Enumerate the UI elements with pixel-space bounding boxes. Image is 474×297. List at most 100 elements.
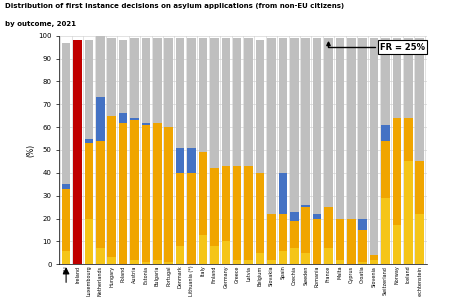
Bar xyxy=(336,38,344,219)
Y-axis label: (%): (%) xyxy=(27,143,36,157)
Bar xyxy=(358,219,367,230)
Bar xyxy=(370,255,378,260)
Bar xyxy=(279,251,287,264)
Bar xyxy=(130,118,139,120)
Bar xyxy=(108,257,116,264)
Bar xyxy=(199,235,207,264)
Bar xyxy=(233,260,241,264)
Bar xyxy=(313,38,321,214)
Bar xyxy=(392,118,401,225)
Text: by outcome, 2021: by outcome, 2021 xyxy=(5,21,76,27)
Bar xyxy=(290,248,299,264)
Bar xyxy=(85,143,93,219)
Bar xyxy=(210,246,219,264)
Bar xyxy=(233,38,241,166)
Bar xyxy=(119,113,128,123)
Bar xyxy=(85,138,93,143)
Bar xyxy=(199,38,207,152)
Bar xyxy=(96,141,105,248)
Bar xyxy=(96,36,105,97)
Bar xyxy=(199,152,207,235)
Bar xyxy=(301,205,310,207)
Bar xyxy=(347,38,356,219)
Bar xyxy=(187,38,196,148)
Bar xyxy=(176,148,184,173)
Bar xyxy=(164,38,173,127)
Bar xyxy=(324,207,333,248)
Bar xyxy=(164,127,173,262)
Bar xyxy=(279,214,287,251)
Bar xyxy=(108,38,116,116)
Bar xyxy=(392,225,401,264)
Bar xyxy=(153,260,162,264)
Bar xyxy=(370,260,378,264)
Bar xyxy=(381,125,390,141)
Bar xyxy=(404,38,413,118)
Bar xyxy=(233,166,241,260)
Bar xyxy=(416,214,424,264)
Bar xyxy=(404,162,413,264)
Bar xyxy=(313,219,321,264)
Bar xyxy=(153,38,162,123)
Bar xyxy=(62,42,70,184)
Bar xyxy=(85,40,93,138)
Bar xyxy=(301,207,310,253)
Bar xyxy=(267,214,276,260)
Bar xyxy=(381,198,390,264)
Bar xyxy=(73,40,82,138)
Bar xyxy=(221,241,230,264)
Bar xyxy=(130,38,139,118)
Bar xyxy=(290,38,299,212)
Bar xyxy=(279,173,287,214)
Bar xyxy=(324,38,333,207)
Bar xyxy=(221,166,230,241)
Bar xyxy=(279,38,287,173)
Bar xyxy=(347,219,356,264)
Bar xyxy=(187,148,196,173)
Bar xyxy=(381,38,390,125)
Bar xyxy=(267,260,276,264)
Bar xyxy=(176,173,184,246)
Bar xyxy=(256,40,264,173)
Bar xyxy=(142,262,150,264)
Bar xyxy=(130,120,139,260)
Bar xyxy=(130,260,139,264)
Bar xyxy=(96,97,105,141)
Bar xyxy=(142,123,150,125)
Bar xyxy=(358,230,367,262)
Bar xyxy=(142,125,150,262)
Bar xyxy=(370,38,378,255)
Bar xyxy=(336,219,344,260)
Bar xyxy=(73,138,82,173)
Bar xyxy=(142,38,150,123)
Text: Distribution of first instance decisions on asylum applications (from non-EU cit: Distribution of first instance decisions… xyxy=(5,3,344,9)
Bar xyxy=(392,38,401,118)
Bar xyxy=(73,173,82,264)
Bar xyxy=(85,219,93,264)
Bar xyxy=(245,166,253,260)
Bar xyxy=(290,221,299,248)
Bar xyxy=(267,38,276,214)
Bar xyxy=(62,251,70,264)
Bar xyxy=(336,260,344,264)
Bar xyxy=(324,248,333,264)
Bar xyxy=(187,173,196,264)
Bar xyxy=(62,189,70,251)
Bar xyxy=(245,260,253,264)
Bar xyxy=(290,212,299,221)
Bar xyxy=(245,38,253,166)
Bar xyxy=(164,262,173,264)
Bar xyxy=(358,38,367,219)
Bar xyxy=(381,141,390,198)
Bar xyxy=(404,118,413,162)
Bar xyxy=(301,38,310,205)
Bar xyxy=(119,40,128,113)
Bar xyxy=(153,123,162,260)
Bar xyxy=(210,38,219,168)
Bar xyxy=(221,38,230,166)
Bar xyxy=(301,253,310,264)
Bar xyxy=(256,253,264,264)
Text: FR = 25%: FR = 25% xyxy=(327,42,425,52)
Bar xyxy=(62,184,70,189)
Bar xyxy=(313,214,321,219)
